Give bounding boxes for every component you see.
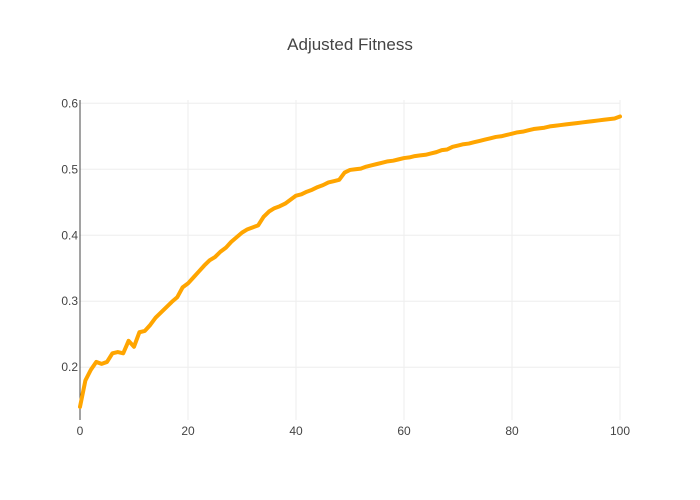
chart-title: Adjusted Fitness bbox=[287, 35, 413, 54]
y-tick-label: 0.6 bbox=[61, 96, 78, 110]
x-tick-label: 0 bbox=[77, 424, 84, 438]
series-layer bbox=[78, 114, 622, 409]
y-tick-label: 0.2 bbox=[61, 360, 78, 374]
x-tick-label: 80 bbox=[505, 424, 519, 438]
x-tick-label: 40 bbox=[289, 424, 303, 438]
tick-labels: 0 20 40 60 80 100 0.2 0.3 0.4 0.5 0.6 bbox=[61, 96, 630, 438]
x-tick-label: 100 bbox=[610, 424, 630, 438]
grid bbox=[80, 100, 621, 420]
x-tick-label: 60 bbox=[397, 424, 411, 438]
series-line bbox=[78, 114, 622, 409]
x-tick-label: 20 bbox=[181, 424, 195, 438]
y-tick-label: 0.4 bbox=[61, 228, 78, 242]
y-tick-label: 0.5 bbox=[61, 162, 78, 176]
y-tick-label: 0.3 bbox=[61, 294, 78, 308]
